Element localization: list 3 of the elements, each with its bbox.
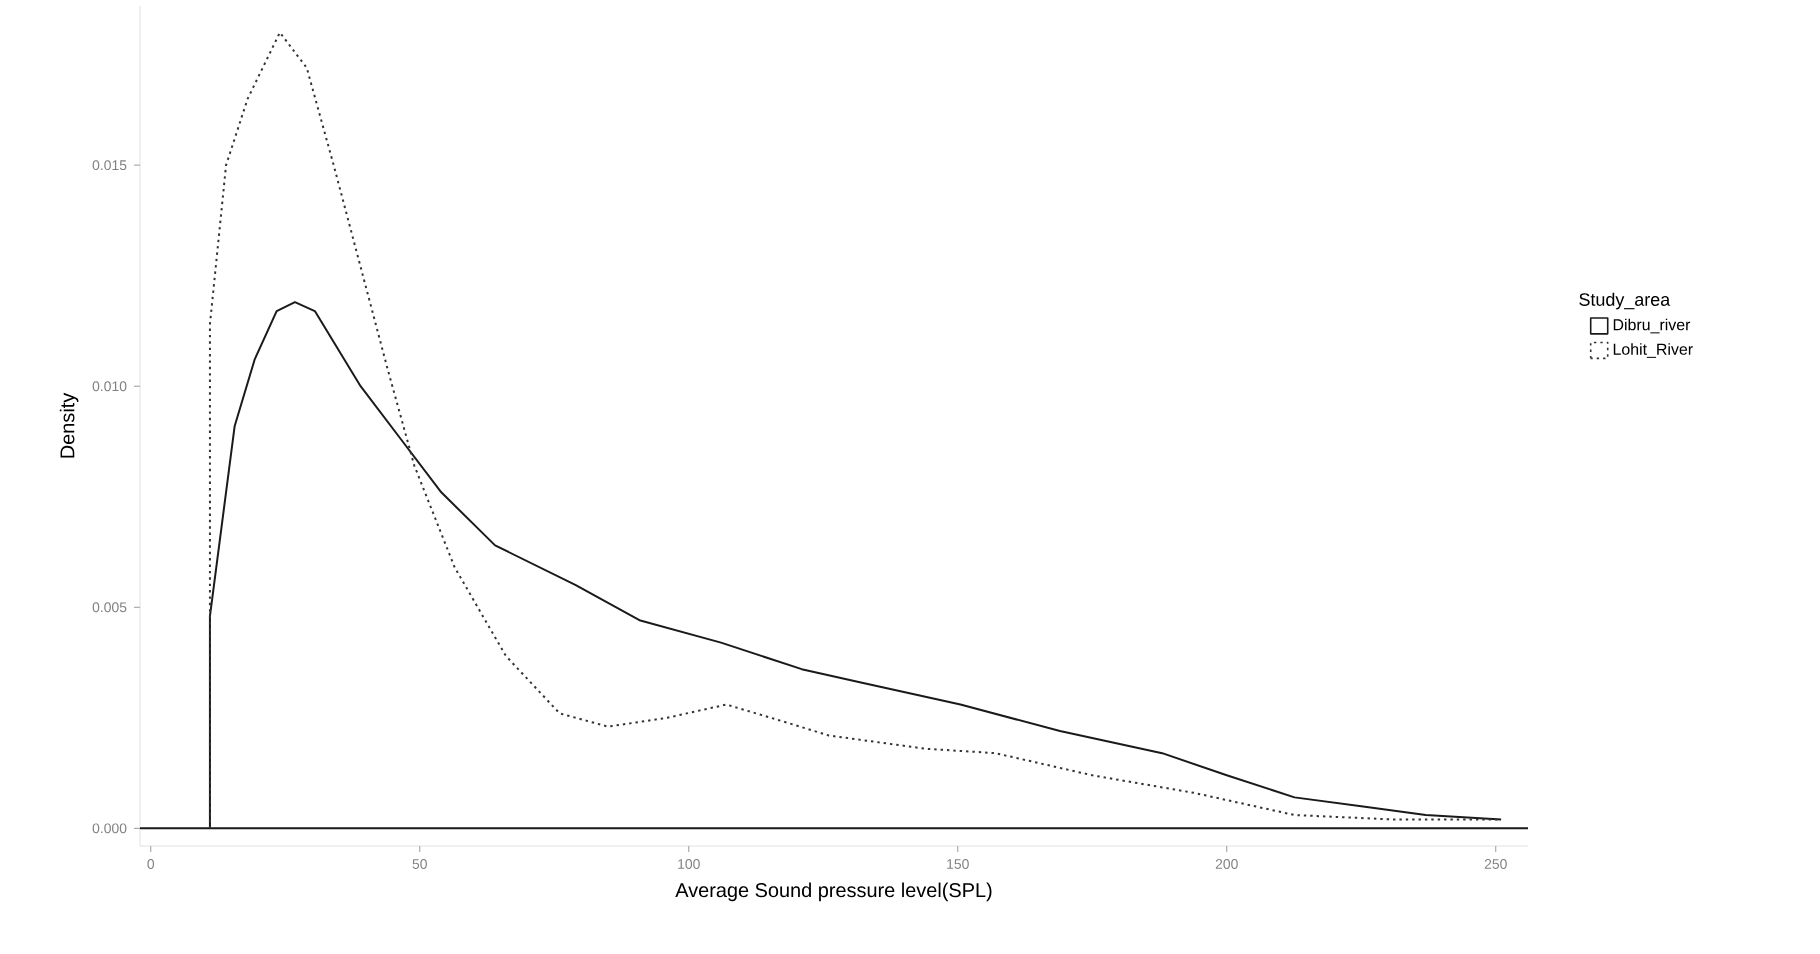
y-axis-title: Density bbox=[59, 392, 79, 458]
legend-title: Study_area bbox=[1579, 292, 1671, 310]
x-axis-title: Average Sound pressure level(SPL) bbox=[675, 882, 992, 902]
